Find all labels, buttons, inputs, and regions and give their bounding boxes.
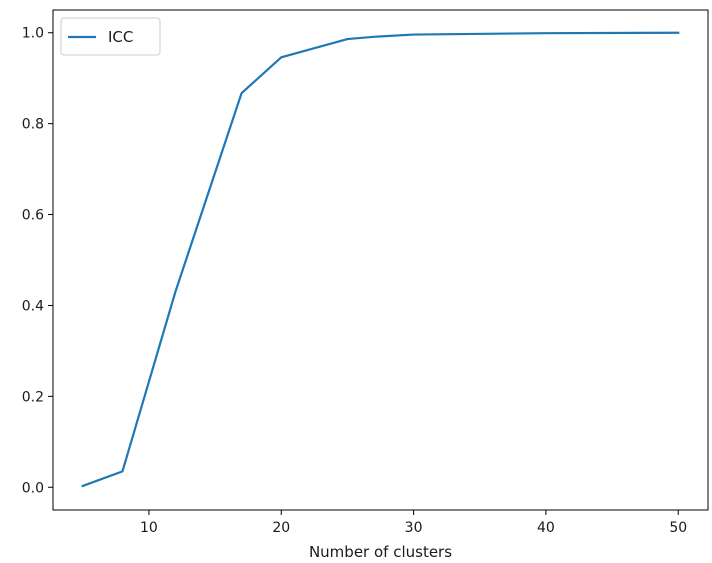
legend-label: ICC <box>108 28 133 46</box>
x-tick-label: 50 <box>669 520 687 536</box>
y-tick-label: 0.2 <box>22 389 44 405</box>
plot-area <box>52 9 709 511</box>
y-tick-label: 0.8 <box>22 117 44 133</box>
legend: ICC <box>60 17 161 56</box>
y-axis: 0.0 0.2 0.4 0.6 0.8 1.0 <box>22 26 53 496</box>
x-axis: 10 20 30 40 50 <box>140 510 687 536</box>
series-line-icc <box>81 31 680 488</box>
x-tick-label: 40 <box>537 520 555 536</box>
x-axis-label: Number of clusters <box>309 543 452 561</box>
legend-box <box>60 17 161 56</box>
y-tick-label: 0.0 <box>22 480 44 496</box>
y-tick-label: 1.0 <box>22 26 44 42</box>
x-tick-label: 30 <box>405 520 423 536</box>
x-tick-label: 20 <box>272 520 290 536</box>
y-tick-label: 0.6 <box>22 208 44 224</box>
y-tick-label: 0.4 <box>22 298 44 314</box>
x-tick-label: 10 <box>140 520 158 536</box>
axes-frame <box>52 9 709 511</box>
